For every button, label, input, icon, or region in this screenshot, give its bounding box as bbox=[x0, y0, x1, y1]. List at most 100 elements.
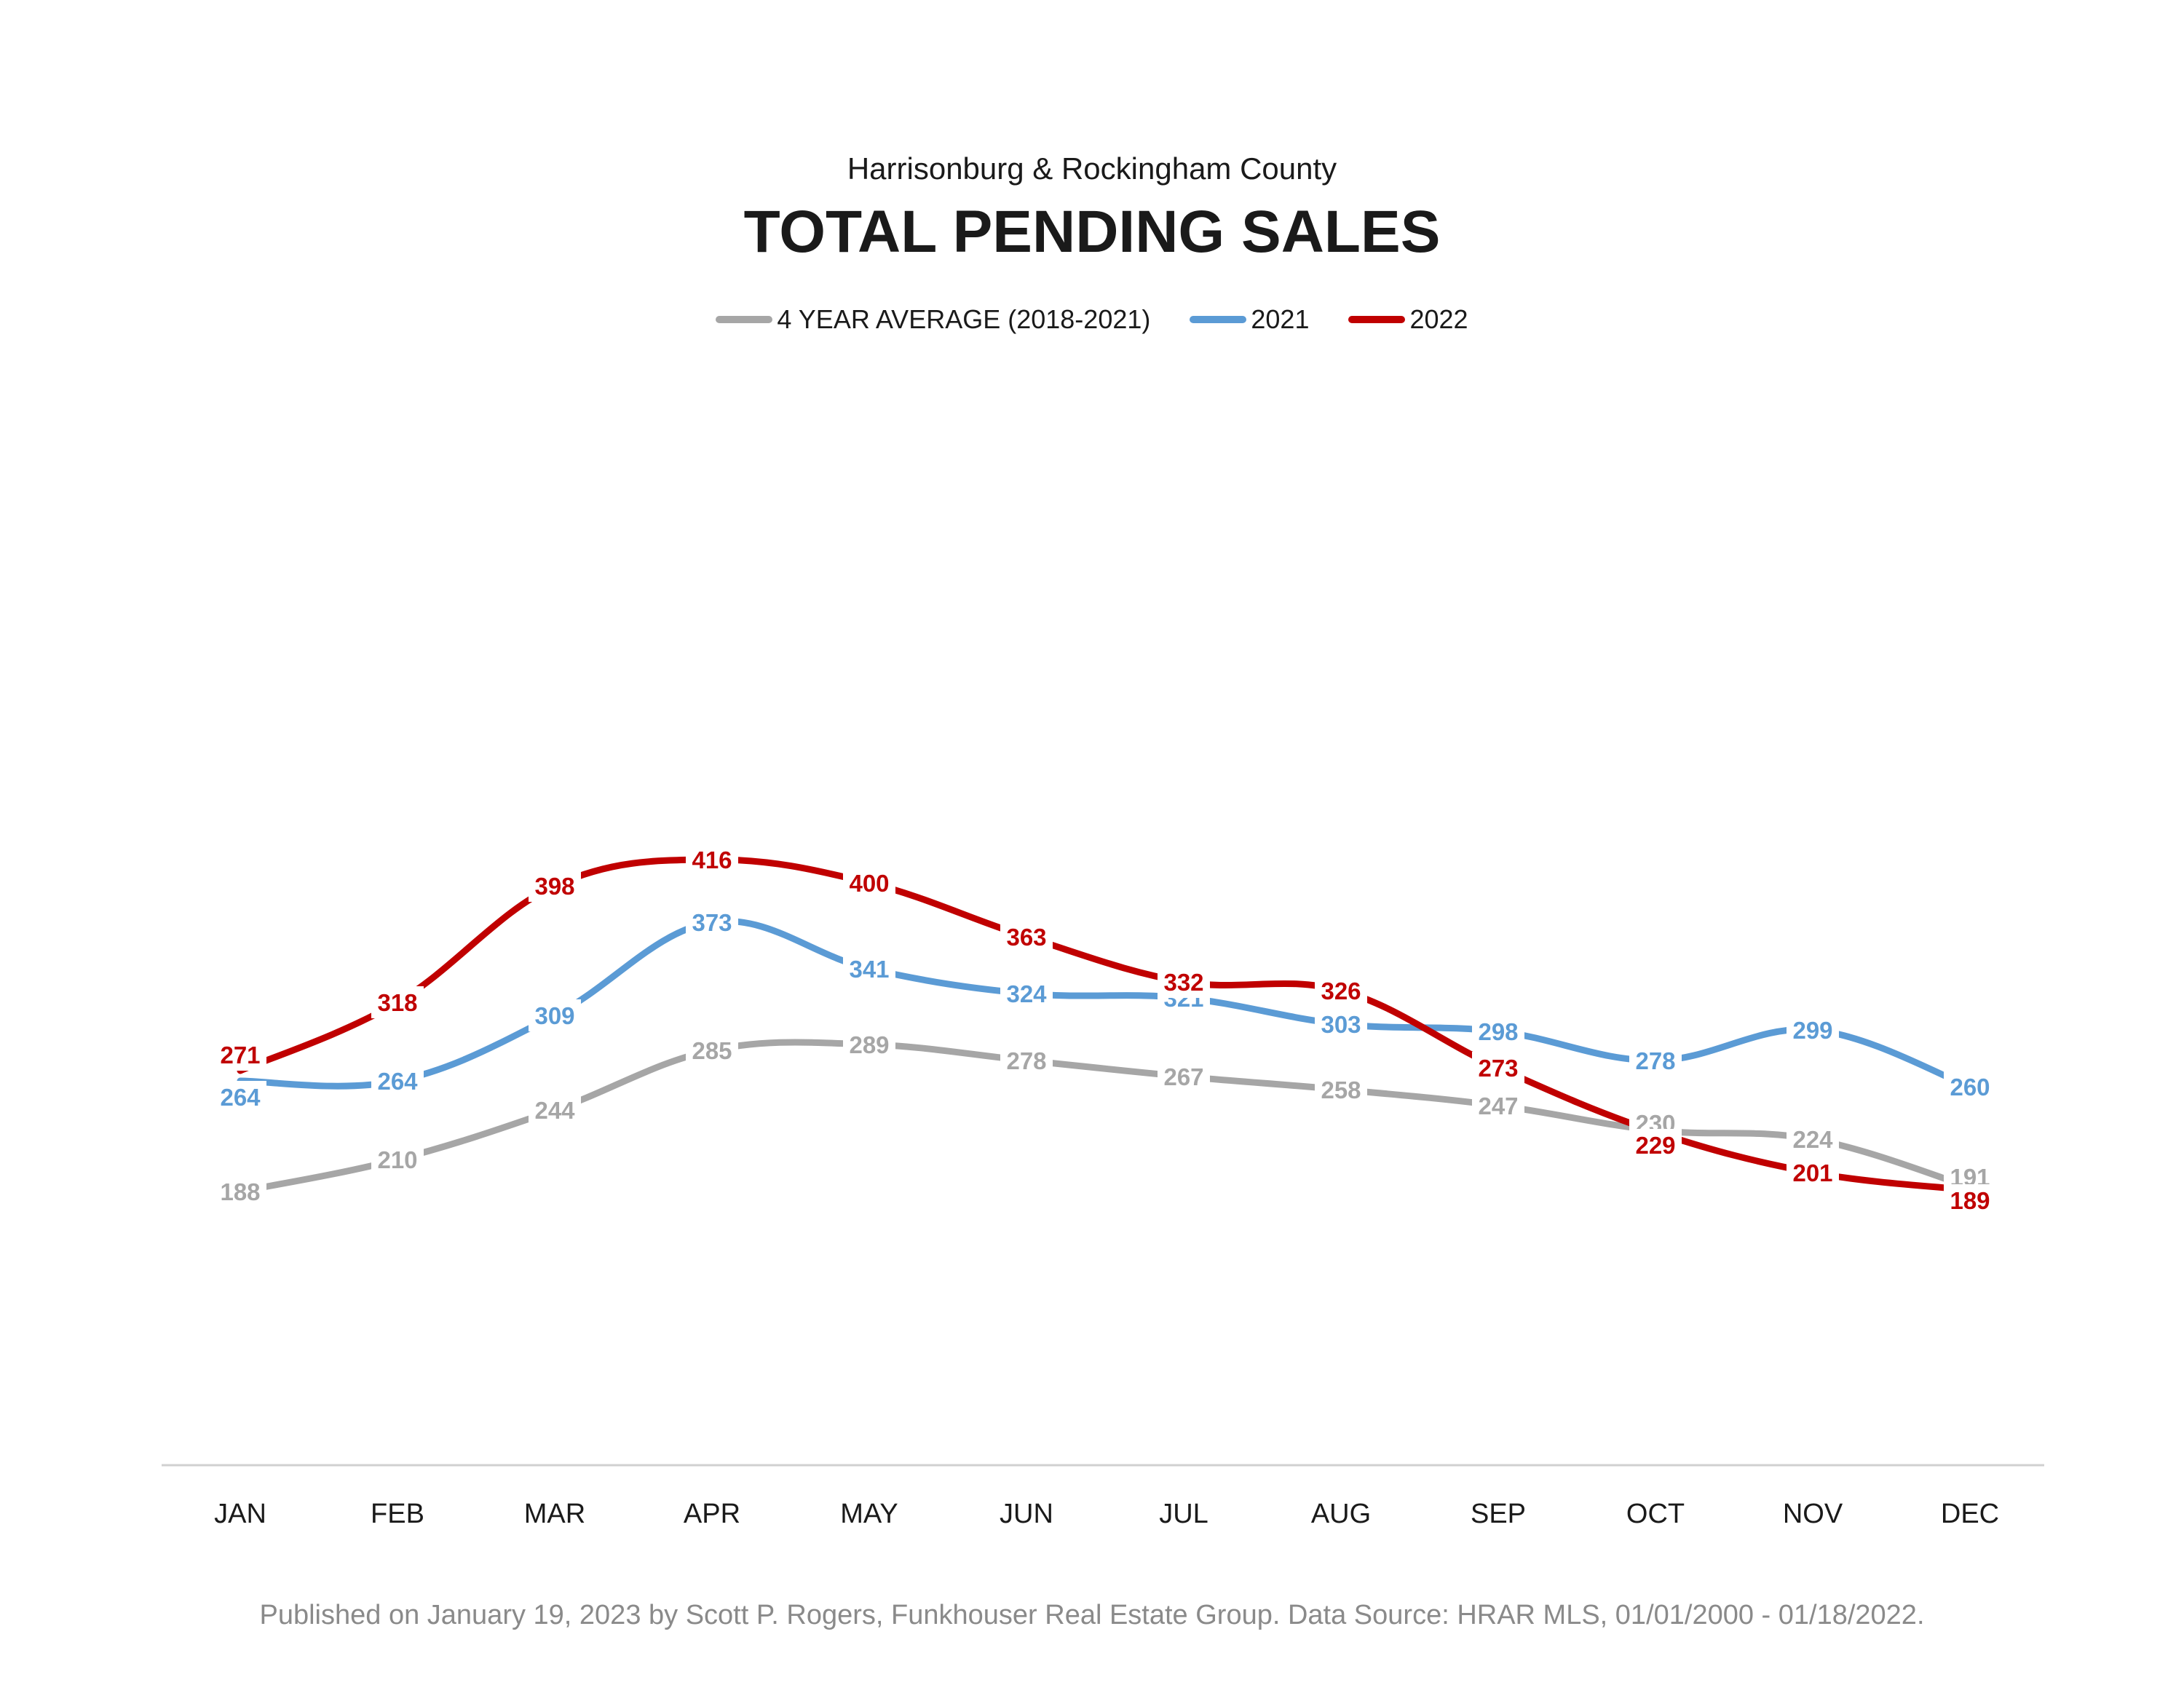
data-label-background bbox=[1315, 1074, 1367, 1106]
data-label-background bbox=[1315, 975, 1367, 1007]
x-tick-label-oct: OCT bbox=[1626, 1499, 1685, 1529]
data-label-2022: 398 bbox=[529, 870, 581, 902]
data-label-background bbox=[1000, 1044, 1053, 1077]
data-label-2021: 278 bbox=[1629, 1044, 1682, 1077]
x-tick-label-may: MAY bbox=[840, 1499, 898, 1529]
data-label-4-year-average: 224 bbox=[1787, 1123, 1839, 1155]
data-label-background bbox=[371, 1065, 424, 1097]
data-label-2021: 298 bbox=[1472, 1015, 1524, 1047]
data-label-background bbox=[843, 1028, 895, 1060]
data-label-text: 398 bbox=[534, 873, 574, 900]
data-label-2022: 229 bbox=[1629, 1129, 1682, 1161]
data-label-background bbox=[1787, 1157, 1839, 1189]
data-label-text: 318 bbox=[377, 989, 417, 1016]
data-label-2022: 318 bbox=[371, 986, 424, 1018]
data-label-background bbox=[1472, 1052, 1524, 1084]
series-line-2022 bbox=[237, 856, 1974, 1194]
data-label-2022: 363 bbox=[1000, 921, 1053, 953]
chart-footer: Published on January 19, 2023 by Scott P… bbox=[259, 1600, 1925, 1630]
legend-label-2022: 2022 bbox=[1409, 304, 1468, 334]
x-tick-label-mar: MAR bbox=[524, 1499, 585, 1529]
data-label-text: 289 bbox=[849, 1031, 889, 1058]
data-label-text: 416 bbox=[692, 847, 732, 873]
data-label-4-year-average: 267 bbox=[1158, 1060, 1210, 1093]
data-label-background bbox=[214, 1175, 266, 1208]
data-label-text: 210 bbox=[377, 1146, 417, 1173]
data-label-text: 260 bbox=[1950, 1074, 1990, 1101]
data-label-background bbox=[529, 999, 581, 1031]
chart-subtitle: Harrisonburg & Rockingham County bbox=[847, 151, 1337, 186]
data-label-background bbox=[1629, 1129, 1682, 1161]
data-label-4-year-average: 289 bbox=[843, 1028, 895, 1060]
data-label-background bbox=[843, 867, 895, 899]
data-label-background bbox=[1315, 1008, 1367, 1040]
data-label-text: 244 bbox=[534, 1097, 575, 1124]
data-label-background bbox=[214, 1081, 266, 1113]
data-label-2022: 332 bbox=[1158, 966, 1210, 998]
legend-label-2021: 2021 bbox=[1251, 304, 1310, 334]
legend-swatch-4-year-average bbox=[716, 316, 773, 323]
data-label-text: 271 bbox=[220, 1042, 260, 1069]
data-label-text: 299 bbox=[1792, 1017, 1832, 1044]
data-label-2022: 326 bbox=[1315, 975, 1367, 1007]
data-label-text: 341 bbox=[849, 956, 889, 983]
data-label-background bbox=[1787, 1014, 1839, 1046]
data-label-text: 273 bbox=[1478, 1055, 1518, 1082]
data-label-background bbox=[1472, 1015, 1524, 1047]
data-label-background bbox=[1944, 1184, 1996, 1216]
data-label-2021: 303 bbox=[1315, 1008, 1367, 1040]
data-label-2021: 373 bbox=[686, 906, 738, 938]
data-label-background bbox=[1158, 1060, 1210, 1093]
data-label-text: 278 bbox=[1635, 1047, 1675, 1074]
data-label-2021: 341 bbox=[843, 953, 895, 985]
data-label-2021: 264 bbox=[371, 1065, 424, 1097]
x-tick-label-jun: JUN bbox=[1000, 1499, 1053, 1529]
data-label-4-year-average: 278 bbox=[1000, 1044, 1053, 1077]
data-label-text: 258 bbox=[1321, 1077, 1361, 1103]
data-label-background bbox=[686, 1034, 738, 1066]
series-lines bbox=[237, 856, 1974, 1195]
data-label-text: 309 bbox=[534, 1002, 574, 1029]
data-label-4-year-average: 258 bbox=[1315, 1074, 1367, 1106]
x-tick-label-aug: AUG bbox=[1311, 1499, 1371, 1529]
legend-item-2022: 2022 bbox=[1348, 304, 1468, 335]
legend-item-4-year-average: 4 YEAR AVERAGE (2018-2021) bbox=[716, 304, 1150, 335]
x-tick-label-nov: NOV bbox=[1783, 1499, 1843, 1529]
data-label-background bbox=[529, 870, 581, 902]
data-label-text: 267 bbox=[1163, 1063, 1203, 1090]
data-label-background bbox=[371, 986, 424, 1018]
data-label-2021: 264 bbox=[214, 1081, 266, 1113]
data-label-text: 264 bbox=[220, 1084, 261, 1111]
x-tick-label-jul: JUL bbox=[1159, 1499, 1208, 1529]
x-tick-label-sep: SEP bbox=[1471, 1499, 1526, 1529]
legend-label-4-year-average: 4 YEAR AVERAGE (2018-2021) bbox=[777, 304, 1151, 334]
chart-title: TOTAL PENDING SALES bbox=[743, 199, 1441, 265]
data-label-4-year-average: 244 bbox=[529, 1094, 581, 1126]
data-label-background bbox=[1944, 1071, 1996, 1103]
x-tick-label-feb: FEB bbox=[371, 1499, 424, 1529]
data-label-2021: 260 bbox=[1944, 1071, 1996, 1103]
data-label-2022: 400 bbox=[843, 867, 895, 899]
data-label-text: 400 bbox=[849, 870, 889, 897]
data-label-4-year-average: 188 bbox=[214, 1175, 266, 1208]
data-label-background bbox=[1000, 921, 1053, 953]
x-axis-tick-labels: JAN FEB MAR APR MAY JUN JUL AUG SEP OCT NOV DEC bbox=[214, 1499, 1999, 1529]
legend-swatch-2022 bbox=[1348, 316, 1406, 323]
data-label-text: 363 bbox=[1006, 924, 1046, 951]
x-tick-label-apr: APR bbox=[684, 1499, 740, 1529]
data-label-background bbox=[1000, 978, 1053, 1010]
data-label-background bbox=[1787, 1123, 1839, 1155]
data-label-text: 326 bbox=[1321, 978, 1361, 1004]
data-label-2021: 299 bbox=[1787, 1014, 1839, 1046]
x-tick-label-dec: DEC bbox=[1941, 1499, 1999, 1529]
data-label-2022: 189 bbox=[1944, 1184, 1996, 1216]
data-label-text: 189 bbox=[1950, 1187, 1990, 1214]
data-label-background bbox=[843, 953, 895, 985]
data-label-text: 278 bbox=[1006, 1047, 1046, 1074]
data-label-background bbox=[214, 1039, 266, 1071]
data-label-text: 324 bbox=[1006, 980, 1047, 1007]
data-label-text: 229 bbox=[1635, 1132, 1675, 1159]
data-label-2021: 309 bbox=[529, 999, 581, 1031]
data-label-text: 224 bbox=[1792, 1126, 1833, 1153]
